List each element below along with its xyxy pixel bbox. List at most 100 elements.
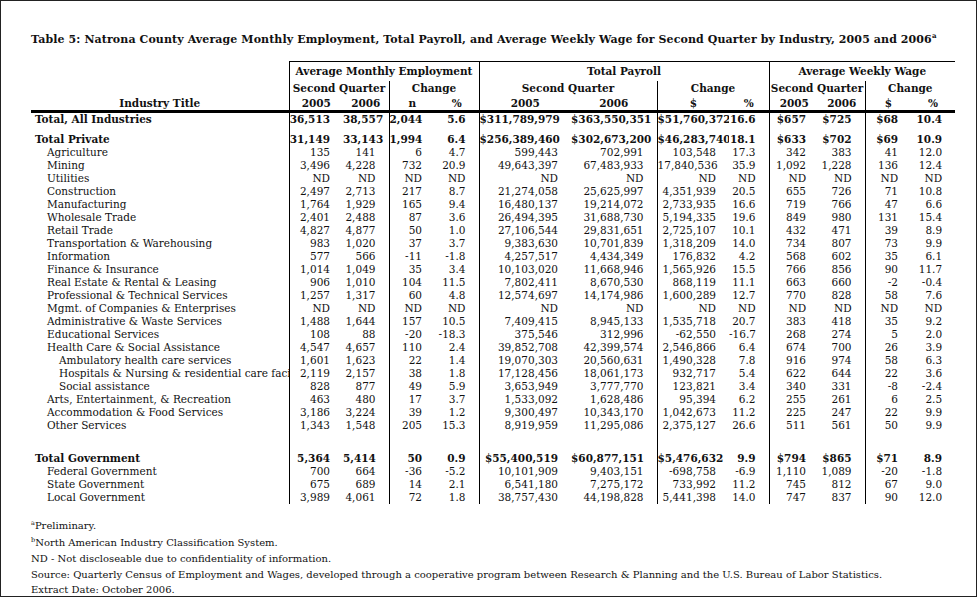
cell-wage-change-pct: 15.4 (911, 211, 955, 224)
cell-payroll-change-dollar: 2,375,127 (657, 419, 729, 432)
cell-emp-change-pct: 3.6 (435, 211, 479, 224)
cell-wage-2006: 418 (819, 315, 865, 328)
cell-emp-2005: 828 (289, 380, 343, 393)
cell-wage-change-dollar: 22 (865, 406, 911, 419)
table-row: Real Estate & Rental & Leasing 906 1,010… (31, 276, 955, 289)
cell-payroll-change-dollar: 2,725,107 (657, 224, 729, 237)
cell-emp-change-n: -36 (389, 465, 435, 478)
cell-wage-change-dollar: $71 (865, 432, 911, 465)
table-row: Social assistance 828 877 49 5.9 3,653,9… (31, 380, 955, 393)
cell-emp-2005: 3,186 (289, 406, 343, 419)
industry-label: Other Services (31, 419, 289, 432)
cell-payroll-2006: 10,343,170 (571, 406, 657, 419)
employment-payroll-wage-table: Average Monthly Employment Total Payroll… (31, 61, 955, 504)
cell-emp-change-pct: 3.7 (435, 393, 479, 406)
column-header-emp-change-pct: % (435, 95, 479, 112)
cell-emp-change-n: ND (389, 302, 435, 315)
cell-emp-change-n: 165 (389, 198, 435, 211)
cell-payroll-2006: 20,560,631 (571, 354, 657, 367)
cell-emp-2005: 1,764 (289, 198, 343, 211)
cell-payroll-2005: 10,103,020 (479, 263, 571, 276)
table-row: Construction 2,497 2,713 217 8.7 21,274,… (31, 185, 955, 198)
cell-wage-2005: 225 (769, 406, 819, 419)
cell-emp-change-n: -20 (389, 328, 435, 341)
cell-wage-change-pct: 10.8 (911, 185, 955, 198)
cell-emp-change-n: 104 (389, 276, 435, 289)
table-row: Mining 3,496 4,228 732 20.9 49,643,397 6… (31, 159, 955, 172)
cell-wage-change-dollar: $68 (865, 111, 911, 126)
cell-emp-2006: 141 (343, 146, 389, 159)
cell-wage-2006: 980 (819, 211, 865, 224)
cell-wage-2006: $702 (819, 126, 865, 146)
cell-payroll-change-pct: ND (729, 172, 769, 185)
cell-wage-2006: 247 (819, 406, 865, 419)
cell-wage-2005: 663 (769, 276, 819, 289)
column-header-payroll-change-dollar: $ (657, 95, 729, 112)
cell-emp-2005: 3,496 (289, 159, 343, 172)
cell-payroll-2006: 1,628,486 (571, 393, 657, 406)
cell-emp-2006: 88 (343, 328, 389, 341)
cell-emp-2006: ND (343, 302, 389, 315)
cell-wage-change-pct: 2.5 (911, 393, 955, 406)
cell-emp-change-pct: 3.4 (435, 263, 479, 276)
cell-wage-2006: 383 (819, 146, 865, 159)
table-row: Other Services 1,343 1,548 205 15.3 8,91… (31, 419, 955, 432)
cell-payroll-change-pct: 7.8 (729, 354, 769, 367)
table-body: Total, All Industries 36,513 38,557 2,04… (31, 111, 955, 504)
cell-wage-2006: 660 (819, 276, 865, 289)
cell-payroll-2005: 599,443 (479, 146, 571, 159)
industry-label: Construction (31, 185, 289, 198)
cell-emp-2006: 566 (343, 250, 389, 263)
industry-label: Wholesale Trade (31, 211, 289, 224)
cell-emp-change-n: 38 (389, 367, 435, 380)
group-header-average-monthly-employment: Average Monthly Employment (289, 61, 479, 81)
industry-label: Professional & Technical Services (31, 289, 289, 302)
cell-payroll-change-pct: 3.4 (729, 380, 769, 393)
cell-emp-2006: 689 (343, 478, 389, 491)
cell-payroll-change-dollar: 1,318,209 (657, 237, 729, 250)
table-row: Agriculture 135 141 6 4.7 599,443 702,99… (31, 146, 955, 159)
cell-wage-2005: 674 (769, 341, 819, 354)
cell-emp-2005: 2,497 (289, 185, 343, 198)
cell-payroll-2006: 8,945,133 (571, 315, 657, 328)
cell-payroll-2006: 11,295,086 (571, 419, 657, 432)
cell-payroll-2006: 8,670,530 (571, 276, 657, 289)
cell-wage-2005: 255 (769, 393, 819, 406)
cell-emp-2006: 1,623 (343, 354, 389, 367)
cell-payroll-change-pct: 11.2 (729, 406, 769, 419)
cell-emp-2005: 135 (289, 146, 343, 159)
industry-label: Accommodation & Food Services (31, 406, 289, 419)
cell-emp-2005: 31,149 (289, 126, 343, 146)
cell-emp-change-n: 14 (389, 478, 435, 491)
cell-wage-change-dollar: 58 (865, 289, 911, 302)
cell-emp-change-n: 39 (389, 406, 435, 419)
cell-payroll-2005: 1,533,092 (479, 393, 571, 406)
cell-wage-change-pct: ND (911, 302, 955, 315)
cell-wage-change-pct: 6.6 (911, 198, 955, 211)
cell-wage-2005: 432 (769, 224, 819, 237)
cell-payroll-2006: 44,198,828 (571, 491, 657, 504)
cell-emp-change-n: 110 (389, 341, 435, 354)
industry-label: Administrative & Waste Services (31, 315, 289, 328)
cell-payroll-2006: 9,403,151 (571, 465, 657, 478)
cell-emp-2005: ND (289, 172, 343, 185)
cell-payroll-2006: 702,991 (571, 146, 657, 159)
cell-emp-change-pct: 2.4 (435, 341, 479, 354)
table-row: State Government 675 689 14 2.1 6,541,18… (31, 478, 955, 491)
cell-payroll-change-dollar: 1,490,328 (657, 354, 729, 367)
industry-label: Mgmt. of Companies & Enterprises (31, 302, 289, 315)
column-header-wage-2005: 2005 (769, 95, 819, 112)
cell-wage-change-pct: 7.6 (911, 289, 955, 302)
cell-wage-change-pct: 9.9 (911, 237, 955, 250)
cell-payroll-2005: ND (479, 172, 571, 185)
cell-payroll-change-pct: ND (729, 302, 769, 315)
table-row: Hospitals & Nursing & residential care f… (31, 367, 955, 380)
industry-label: Arts, Entertainment, & Recreation (31, 393, 289, 406)
cell-payroll-2005: 21,274,058 (479, 185, 571, 198)
cell-emp-2006: 1,049 (343, 263, 389, 276)
cell-wage-2006: 700 (819, 341, 865, 354)
table-row: Arts, Entertainment, & Recreation 463 48… (31, 393, 955, 406)
cell-wage-2006: 856 (819, 263, 865, 276)
cell-wage-2006: 726 (819, 185, 865, 198)
cell-wage-change-pct: 8.9 (911, 432, 955, 465)
